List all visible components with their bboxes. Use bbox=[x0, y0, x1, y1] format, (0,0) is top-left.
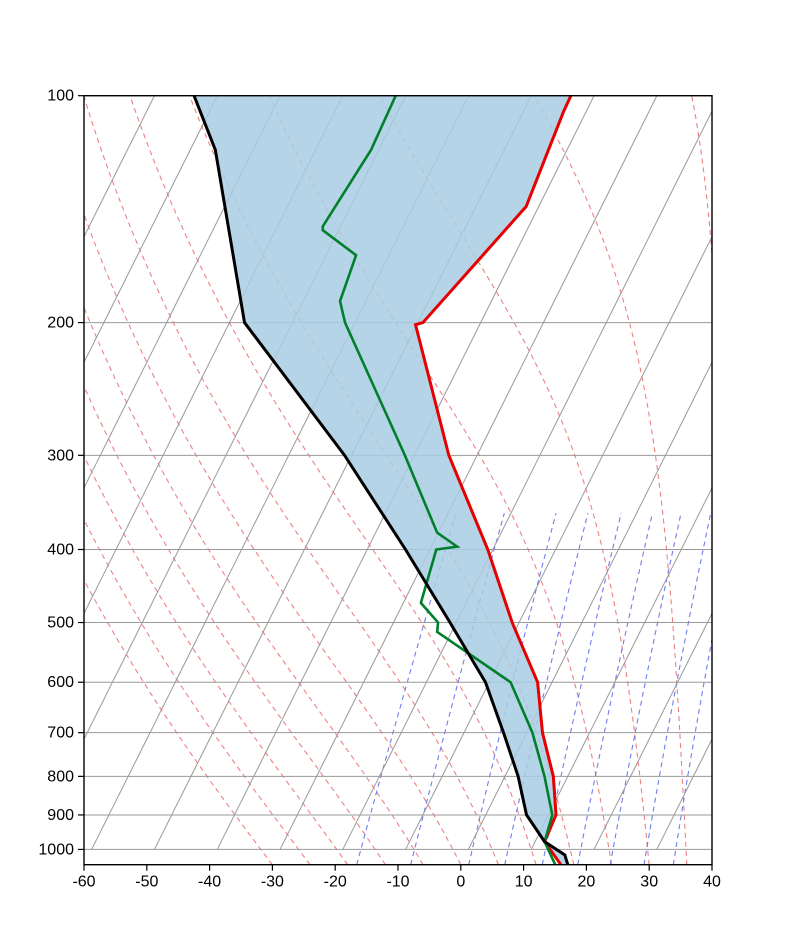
svg-text:-60: -60 bbox=[72, 874, 95, 891]
svg-text:600: 600 bbox=[47, 674, 74, 691]
svg-text:40: 40 bbox=[703, 874, 721, 891]
svg-text:30: 30 bbox=[640, 874, 658, 891]
svg-text:500: 500 bbox=[47, 615, 74, 632]
svg-text:900: 900 bbox=[47, 807, 74, 824]
svg-text:-40: -40 bbox=[198, 874, 221, 891]
svg-text:800: 800 bbox=[47, 768, 74, 785]
svg-text:400: 400 bbox=[47, 541, 74, 558]
svg-text:100: 100 bbox=[47, 88, 74, 105]
svg-text:0: 0 bbox=[456, 874, 465, 891]
svg-text:20: 20 bbox=[578, 874, 596, 891]
svg-text:-20: -20 bbox=[324, 874, 347, 891]
svg-text:10: 10 bbox=[515, 874, 533, 891]
svg-text:1000: 1000 bbox=[38, 841, 74, 858]
svg-text:700: 700 bbox=[47, 725, 74, 742]
svg-text:-30: -30 bbox=[261, 874, 284, 891]
svg-text:200: 200 bbox=[47, 315, 74, 332]
svg-text:300: 300 bbox=[47, 447, 74, 464]
svg-text:-50: -50 bbox=[135, 874, 158, 891]
svg-text:-10: -10 bbox=[386, 874, 409, 891]
